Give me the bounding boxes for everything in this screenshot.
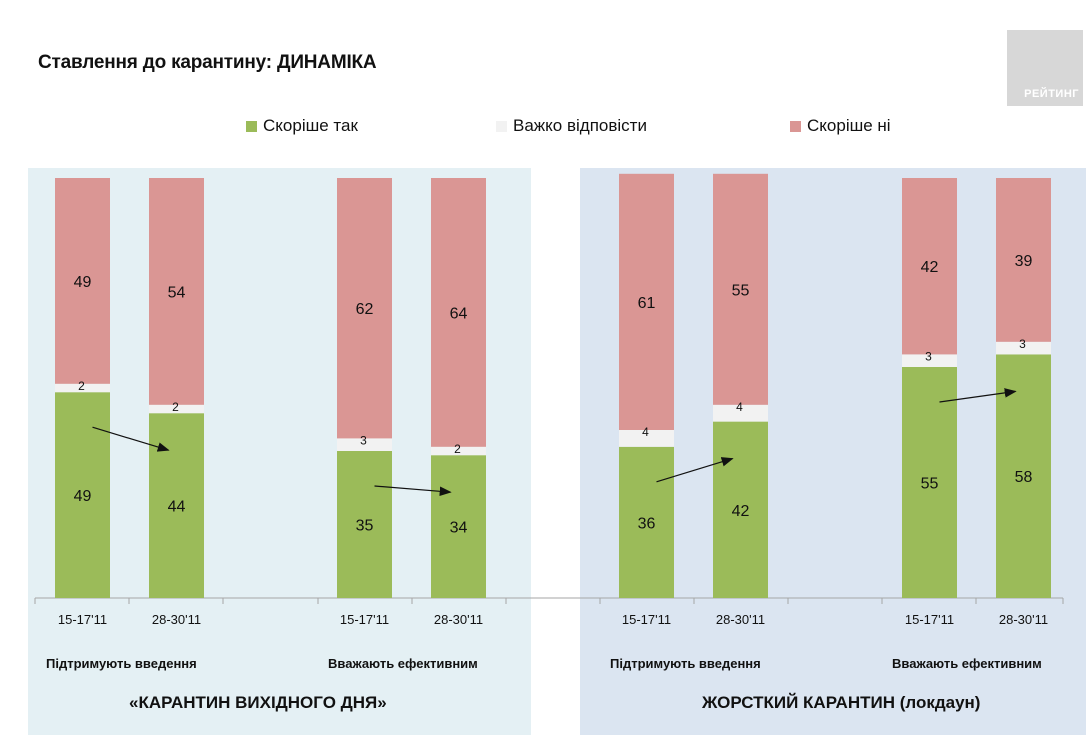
value-label-no-6: 55: [732, 282, 750, 299]
value-label-hard-to-say-2: 2: [172, 400, 179, 414]
bar-hard-to-say-4: [431, 446, 486, 456]
value-label-hard-to-say-5: 4: [642, 425, 649, 439]
bar-no-2: [149, 178, 204, 405]
value-label-no-7: 42: [921, 259, 939, 276]
value-label-hard-to-say-8: 3: [1019, 337, 1026, 351]
chart-title: Ставлення до карантину: ДИНАМІКА: [38, 52, 377, 73]
legend-swatch-hard-to-say: [496, 120, 507, 132]
category-label-6: 28-30'11: [716, 612, 765, 627]
bar-hard-to-say-6: [713, 404, 768, 422]
value-label-no-8: 39: [1015, 253, 1033, 270]
section-label-lockdown: ЖОРСТКИЙ КАРАНТИН (локдаун): [702, 693, 981, 712]
bar-yes-4: [431, 455, 486, 598]
legend-label-yes: Скоріше так: [263, 116, 358, 135]
value-label-no-5: 61: [638, 295, 656, 312]
category-label-3: 15-17'11: [340, 612, 389, 627]
trend-arrow-4: [939, 388, 1017, 403]
bar-hard-to-say-1: [55, 383, 110, 393]
legend-item-yes: Скоріше так: [246, 116, 358, 136]
legend-swatch-yes: [246, 120, 257, 132]
trend-arrow-3: [656, 457, 734, 483]
legend-swatch-no: [790, 120, 801, 132]
rating-logo: РЕЙТИНГ: [1007, 30, 1083, 106]
value-label-yes-2: 44: [168, 499, 186, 516]
value-label-no-2: 54: [168, 284, 186, 301]
category-label-4: 28-30'11: [434, 612, 483, 627]
group-label-2: Вважають ефективним: [328, 656, 478, 671]
category-label-2: 28-30'11: [152, 612, 201, 627]
bar-hard-to-say-2: [149, 404, 204, 414]
category-label-7: 15-17'11: [905, 612, 954, 627]
legend-item-hard-to-say: Важко відповісти: [496, 116, 647, 136]
value-label-hard-to-say-7: 3: [925, 349, 932, 363]
group-label-4: Вважають ефективним: [892, 656, 1042, 671]
bar-no-8: [996, 178, 1051, 342]
bar-no-5: [619, 173, 674, 431]
bar-no-6: [713, 173, 768, 405]
value-label-yes-6: 42: [732, 503, 750, 520]
bar-no-3: [337, 178, 392, 439]
value-label-yes-4: 34: [450, 520, 468, 537]
category-label-1: 15-17'11: [58, 612, 107, 627]
value-label-yes-7: 55: [921, 476, 939, 493]
bar-yes-6: [713, 421, 768, 598]
value-label-yes-1: 49: [74, 488, 92, 505]
bar-hard-to-say-7: [902, 354, 957, 367]
value-label-no-1: 49: [74, 274, 92, 291]
group-label-3: Підтримують введення: [610, 656, 761, 671]
section-label-weekend: «КАРАНТИН ВИХІДНОГО ДНЯ»: [129, 693, 387, 712]
value-label-yes-5: 36: [638, 515, 656, 532]
group-label-1: Підтримують введення: [46, 656, 197, 671]
bar-no-1: [55, 178, 110, 384]
bar-hard-to-say-8: [996, 341, 1051, 355]
value-label-yes-8: 58: [1015, 469, 1033, 486]
category-label-5: 15-17'11: [622, 612, 671, 627]
legend-item-no: Скоріше ні: [790, 116, 891, 136]
bar-hard-to-say-3: [337, 438, 392, 451]
bar-no-4: [431, 178, 486, 447]
value-label-hard-to-say-4: 2: [454, 442, 461, 456]
bar-hard-to-say-5: [619, 430, 674, 447]
logo-text: РЕЙТИНГ: [1024, 88, 1079, 100]
trend-arrow-2: [374, 485, 452, 497]
bar-yes-1: [55, 392, 110, 598]
legend-label-no: Скоріше ні: [807, 116, 891, 135]
bar-no-7: [902, 178, 957, 355]
bar-yes-3: [337, 451, 392, 598]
bar-yes-5: [619, 446, 674, 598]
legend-label-hard-to-say: Важко відповісти: [513, 116, 647, 135]
value-label-hard-to-say-1: 2: [78, 379, 85, 393]
category-label-8: 28-30'11: [999, 612, 1048, 627]
value-label-hard-to-say-3: 3: [360, 433, 367, 447]
value-label-no-4: 64: [450, 305, 468, 322]
value-label-no-3: 62: [356, 301, 374, 318]
trend-arrow-1: [92, 426, 170, 452]
value-label-yes-3: 35: [356, 518, 374, 535]
value-label-hard-to-say-6: 4: [736, 400, 743, 414]
bar-yes-7: [902, 367, 957, 598]
